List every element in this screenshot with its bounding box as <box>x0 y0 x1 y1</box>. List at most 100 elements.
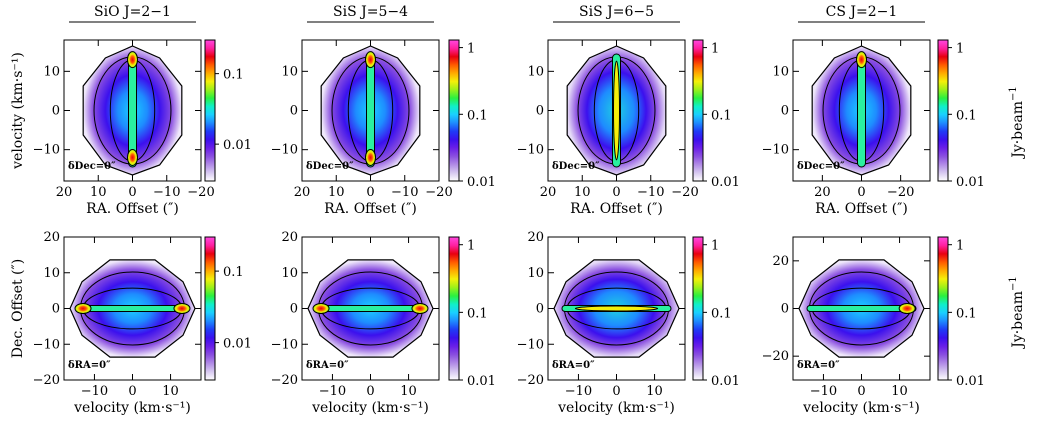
emission-peak <box>365 149 376 166</box>
x-tick-label: 20 <box>540 185 557 200</box>
emission-peak <box>127 51 138 69</box>
emission-peak <box>173 303 191 314</box>
colorbar <box>692 236 704 381</box>
y-tick-label: 0 <box>52 104 60 119</box>
colorbar-tick-label: 0.1 <box>467 306 488 321</box>
colorbar-tick-label: 0.1 <box>711 306 732 321</box>
x-axis-label: velocity (km·s⁻¹) <box>311 400 429 416</box>
panel-annotation: δDec=0″ <box>552 161 600 172</box>
colorbar-tick-label: 0.01 <box>223 138 252 153</box>
panel-2: 20 10 0 −10 −20 10 0 −10 δDec=0″ RA. Offset (″) Si… <box>271 4 496 217</box>
emission-peak <box>574 305 659 312</box>
y-tick-label: −20 <box>517 373 544 388</box>
x-tick-label: −10 <box>637 185 664 200</box>
x-tick-label: −20 <box>187 185 214 200</box>
x-tick-label: 0 <box>612 185 620 200</box>
panel-7: −10 0 10 20 10 0 −10 −20 δRA=0″ velocity (km·s⁻¹)… <box>517 230 740 416</box>
colorbar-tick-label: 1 <box>956 42 964 57</box>
y-axis-label: Dec. Offset (″) <box>10 259 26 358</box>
emission-peak <box>312 303 330 314</box>
panel-annotation: δDec=0″ <box>68 161 116 172</box>
x-axis-label: RA. Offset (″) <box>570 201 663 217</box>
y-tick-label: −10 <box>517 143 544 158</box>
x-tick-label: 20 <box>814 185 831 200</box>
x-tick-label: 0 <box>366 384 374 399</box>
colorbar-tick-label: 1 <box>711 239 719 254</box>
y-tick-label: −10 <box>271 337 298 352</box>
x-tick-label: 0 <box>857 185 865 200</box>
y-tick-label: 0 <box>536 104 544 119</box>
x-tick-label: 0 <box>128 384 136 399</box>
panel-annotation: δDec=0″ <box>306 161 354 172</box>
x-tick-label: 10 <box>646 384 663 399</box>
colorbar-tick-label: 0.1 <box>467 108 488 123</box>
x-tick-label: 0 <box>366 185 374 200</box>
y-tick-label: 10 <box>43 64 60 79</box>
colorbar-tick-label: 0.1 <box>711 108 732 123</box>
x-tick-label: 20 <box>294 185 311 200</box>
x-tick-label: 10 <box>328 185 345 200</box>
x-tick-label: −10 <box>153 185 180 200</box>
colorbar-tick-label: 0.01 <box>711 175 740 190</box>
colorbar <box>204 39 216 182</box>
colorbar <box>448 39 460 182</box>
emission-peak <box>411 303 429 314</box>
y-tick-label: 0 <box>52 302 60 317</box>
y-tick-label: −10 <box>33 337 60 352</box>
colorbar-tick-label: 1 <box>711 42 719 57</box>
y-tick-label: −10 <box>517 337 544 352</box>
emission-peak <box>365 51 376 69</box>
colorbar-tick-label: 0.1 <box>956 108 977 123</box>
panel-3: 20 10 0 −10 −20 10 0 −10 δDec=0″ RA. Offset (″) Si… <box>517 4 740 217</box>
panel-title: SiS J=5−4 <box>333 4 408 20</box>
x-axis-label: velocity (km·s⁻¹) <box>73 400 191 416</box>
colorbar <box>692 39 704 182</box>
x-tick-label: 0 <box>857 384 865 399</box>
emission-peak <box>898 303 916 314</box>
emission-peak <box>856 51 867 69</box>
y-tick-label: −10 <box>762 143 789 158</box>
colorbar-tick-label: 0.1 <box>956 306 977 321</box>
x-axis-label: RA. Offset (″) <box>324 201 417 217</box>
y-tick-label: 0 <box>781 104 789 119</box>
x-tick-label: 10 <box>574 185 591 200</box>
colorbar-tick-label: 0.1 <box>223 265 244 280</box>
panel-annotation: δDec=0″ <box>797 161 845 172</box>
x-tick-label: 10 <box>400 384 417 399</box>
y-tick-label: 10 <box>43 266 60 281</box>
y-tick-label: 20 <box>772 254 789 269</box>
colorbar-tick-label: 0.01 <box>956 374 985 389</box>
colorbar-tick-label: 1 <box>467 239 475 254</box>
emission-peak <box>127 149 138 166</box>
panel-title: SiS J=6−5 <box>579 4 654 20</box>
x-tick-label: 0 <box>128 185 136 200</box>
x-axis-label: RA. Offset (″) <box>86 201 179 217</box>
panel-1: 20 10 0 −10 −20 10 0 −10 δDec=0″ RA. Offset (″) ve… <box>10 4 252 217</box>
y-tick-label: 10 <box>281 64 298 79</box>
colorbar-tick-label: 1 <box>467 42 475 57</box>
y-tick-label: 10 <box>527 64 544 79</box>
colorbar-tick-label: 0.01 <box>711 374 740 389</box>
y-tick-label: 20 <box>281 230 298 245</box>
x-tick-label: 0 <box>612 384 620 399</box>
x-tick-label: −10 <box>391 185 418 200</box>
y-tick-label: 10 <box>281 266 298 281</box>
panel-annotation: δRA=0″ <box>68 360 111 371</box>
y-tick-label: 20 <box>527 230 544 245</box>
y-tick-label: −20 <box>33 373 60 388</box>
y-tick-label: 0 <box>290 104 298 119</box>
panel-annotation: δRA=0″ <box>552 360 595 371</box>
panel-4: 20 0 −20 10 0 −10 δDec=0″ RA. Offset (″) CS J=2−… <box>762 4 985 217</box>
panel-title: SiO J=2−1 <box>94 4 171 20</box>
y-tick-label: 10 <box>772 64 789 79</box>
emission-peak <box>613 60 620 161</box>
colorbar-tick-label: 1 <box>956 239 964 254</box>
panel-8: −10 0 10 20 0 −20 δRA=0″ velocity (km·s⁻¹) 1 0.1 0… <box>762 236 985 416</box>
colorbar-tick-label: 0.01 <box>467 175 496 190</box>
colorbar-tick-label: 0.1 <box>223 68 244 83</box>
colorbar <box>204 236 216 381</box>
y-tick-label: −10 <box>33 143 60 158</box>
x-tick-label: 10 <box>162 384 179 399</box>
y-tick-label: 20 <box>43 230 60 245</box>
